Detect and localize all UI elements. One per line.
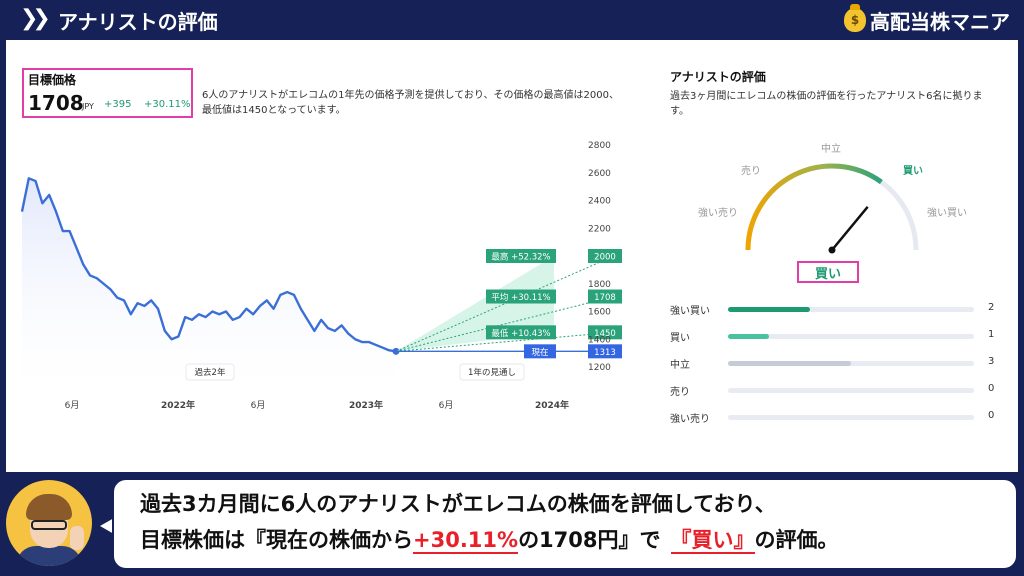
brand-name: 高配当株マニア bbox=[870, 9, 1010, 34]
target-price-label: 目標価格 bbox=[28, 73, 77, 87]
gauge-label-buy: 買い bbox=[903, 166, 923, 177]
rating-row-count: 1 bbox=[988, 329, 995, 340]
summary-highlight-verdict: 『買い』 bbox=[670, 528, 755, 554]
x-tick-0: 6月 bbox=[65, 400, 80, 411]
rating-row-count: 3 bbox=[988, 356, 995, 367]
x-tick-1: 2022年 bbox=[161, 399, 195, 411]
page-title: アナリストの評価 bbox=[58, 10, 218, 34]
history-area bbox=[22, 178, 396, 390]
summary-text-a: 目標株価は『現在の株価から bbox=[140, 528, 413, 552]
price-forecast-chart: 最高 +52.32% 2000 平均 +30.11% 1708 最低 +10.43% 14… bbox=[20, 141, 622, 411]
rating-bar-track bbox=[728, 334, 974, 339]
y-tick-1: 1400 bbox=[588, 335, 611, 345]
gauge-pivot bbox=[828, 246, 836, 254]
forecast-value-2: 1450 bbox=[594, 329, 616, 339]
y-tick-7: 2800 bbox=[588, 141, 611, 151]
forecast-label-3: 現在 bbox=[531, 347, 548, 358]
forecast-label-2: 最低 +10.43% bbox=[491, 328, 550, 339]
gauge-needle bbox=[831, 206, 869, 251]
rating-row: 買い 1 bbox=[670, 329, 1000, 344]
forecast-label-bg-2 bbox=[486, 325, 556, 340]
rating-row-label: 強い売り bbox=[670, 414, 710, 425]
rating-row-label: 買い bbox=[670, 333, 690, 344]
forecast-label-bg-3 bbox=[524, 344, 556, 359]
rating-row: 強い買い 2 bbox=[670, 302, 1000, 317]
gauge-track bbox=[745, 163, 919, 251]
presenter-avatar bbox=[6, 480, 92, 566]
gauge-label-strong-buy: 強い買い bbox=[927, 208, 967, 219]
summary-text-b: の1708円』で bbox=[518, 528, 661, 552]
past-period-label: 過去2年 bbox=[195, 367, 226, 378]
rating-row: 中立 3 bbox=[670, 356, 1000, 371]
rating-verdict: 買い bbox=[797, 261, 859, 283]
forecast-line-1 bbox=[395, 296, 615, 352]
history-line bbox=[20, 177, 397, 353]
rating-description: 過去3ヶ月間にエレコムの株価の評価を行ったアナリスト6名に拠ります。 bbox=[670, 91, 983, 117]
summary-highlight-pct: +30.11% bbox=[413, 528, 519, 554]
forecast-label-bg-1 bbox=[486, 289, 556, 304]
forecast-value-3: 1313 bbox=[594, 348, 616, 358]
forecast-value-1: 1708 bbox=[594, 293, 616, 303]
x-tick-5: 2024年 bbox=[535, 399, 569, 411]
rating-row-count: 0 bbox=[988, 383, 995, 394]
forecast-label-1: 平均 +30.11% bbox=[491, 292, 550, 303]
header-bar: ❯❯ アナリストの評価 $ 高配当株マニア bbox=[0, 0, 1024, 40]
gauge-label-neutral: 中立 bbox=[821, 144, 841, 155]
double-chevron-right-icon: ❯❯ bbox=[20, 6, 51, 31]
rating-row-count: 0 bbox=[988, 410, 995, 421]
y-tick-6: 2600 bbox=[588, 169, 611, 179]
rating-title: アナリストの評価 bbox=[670, 70, 766, 84]
rating-row-label: 中立 bbox=[670, 360, 690, 371]
forecast-label-0: 最高 +52.32% bbox=[491, 252, 550, 263]
rating-bar-track bbox=[728, 388, 974, 393]
rating-row-count: 2 bbox=[988, 302, 995, 313]
forecast-value-0: 2000 bbox=[594, 253, 616, 263]
target-price-change-pct: +30.11% bbox=[144, 99, 191, 110]
content-panel: 目標価格 1708 JPY +395 +30.11% 6人のアナリストがエレコム… bbox=[6, 40, 1018, 472]
y-tick-0: 1200 bbox=[588, 363, 611, 373]
gauge-label-sell: 売り bbox=[741, 166, 761, 177]
forecast-value-bg-3 bbox=[588, 344, 622, 359]
speech-bubble-tail bbox=[100, 518, 114, 534]
x-tick-4: 6月 bbox=[439, 400, 454, 411]
rating-gauge bbox=[745, 163, 919, 254]
target-price-value: 1708 bbox=[28, 91, 84, 115]
gauge-label-strong-sell: 強い売り bbox=[698, 208, 738, 219]
rating-bar-fill bbox=[728, 334, 770, 339]
target-price-box: 目標価格 1708 JPY +395 +30.11% bbox=[22, 68, 193, 118]
forecast-period-label: 1年の見通し bbox=[468, 367, 516, 378]
forecast-label-bg-0 bbox=[486, 249, 556, 263]
y-tick-4: 2200 bbox=[588, 224, 611, 234]
forecast-line-2 bbox=[395, 331, 615, 352]
forecast-period-label-bg bbox=[459, 363, 525, 381]
rating-bar-fill bbox=[728, 361, 851, 366]
forecast-value-bg-1 bbox=[588, 289, 622, 304]
past-label-bg bbox=[185, 363, 235, 381]
x-tick-2: 6月 bbox=[251, 400, 266, 411]
summary-line-1: 過去3カ月間に6人のアナリストがエレコムの株価を評価しており、 bbox=[140, 492, 776, 516]
summary-line-2: 目標株価は『現在の株価から+30.11%の1708円』で 『買い』の評価。 bbox=[140, 524, 839, 554]
rating-bar-track bbox=[728, 307, 974, 312]
rating-row: 強い売り 0 bbox=[670, 410, 1000, 425]
rating-bar-track bbox=[728, 415, 974, 420]
y-tick-5: 2400 bbox=[588, 197, 611, 207]
x-tick-3: 2023年 bbox=[349, 399, 383, 411]
summary-text-c: の評価。 bbox=[754, 528, 839, 552]
brand-logo: $ 高配当株マニア bbox=[844, 4, 1010, 35]
y-tick-3: 1800 bbox=[588, 280, 611, 290]
y-tick-2: 1600 bbox=[588, 308, 611, 318]
speech-bubble bbox=[112, 478, 1018, 570]
forecast-value-bg-2 bbox=[588, 325, 622, 340]
rating-bar-track bbox=[728, 361, 974, 366]
forecast-description: 6人のアナリストがエレコムの1年先の価格予測を提供しており、その価格の最高値は2… bbox=[202, 90, 619, 116]
rating-bar-fill bbox=[728, 307, 810, 312]
money-bag-icon: $ bbox=[844, 4, 866, 32]
target-price-unit: JPY bbox=[82, 102, 94, 111]
rating-row: 売り 0 bbox=[670, 383, 1000, 398]
gauge-fill bbox=[745, 163, 883, 251]
rating-row-label: 売り bbox=[670, 387, 690, 398]
target-price-change: +395 bbox=[104, 99, 132, 110]
forecast-value-bg-0 bbox=[588, 249, 622, 263]
rating-row-label: 強い買い bbox=[670, 306, 710, 317]
